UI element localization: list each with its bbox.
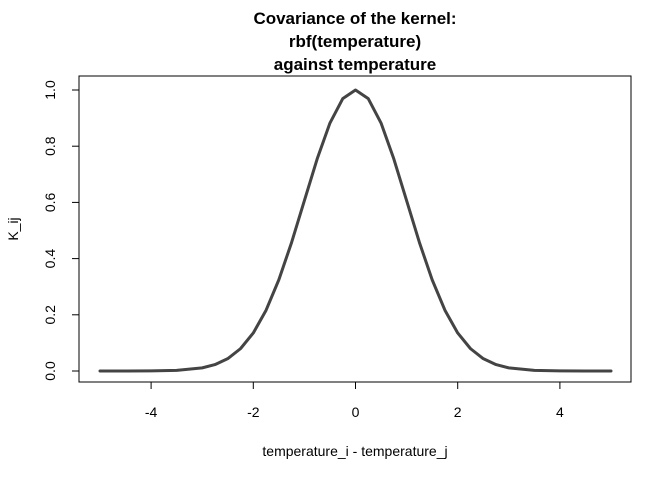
x-tick-label: -2 (247, 404, 260, 420)
x-tick-label: 2 (454, 404, 462, 420)
y-axis: 0.0 0.2 0.4 0.6 0.8 1.0 (42, 80, 79, 381)
series-line (100, 90, 611, 371)
y-tick-label: 0.0 (42, 361, 58, 381)
x-axis-label: temperature_i - temperature_j (262, 443, 447, 459)
plot-frame (79, 76, 631, 382)
y-tick-label: 0.8 (42, 136, 58, 156)
y-tick-label: 1.0 (42, 80, 58, 100)
x-tick-label: -4 (145, 404, 158, 420)
chart-title-line-3: against temperature (274, 55, 437, 74)
y-tick-label: 0.2 (42, 305, 58, 325)
chart-title-line-1: Covariance of the kernel: (253, 9, 456, 28)
x-tick-label: 4 (556, 404, 564, 420)
x-axis: -4 -2 0 2 4 (145, 382, 564, 420)
y-tick-label: 0.4 (42, 249, 58, 269)
x-tick-label: 0 (352, 404, 360, 420)
chart-title-line-2: rbf(temperature) (289, 32, 421, 51)
y-axis-label: K_ij (5, 217, 21, 240)
y-tick-label: 0.6 (42, 192, 58, 212)
